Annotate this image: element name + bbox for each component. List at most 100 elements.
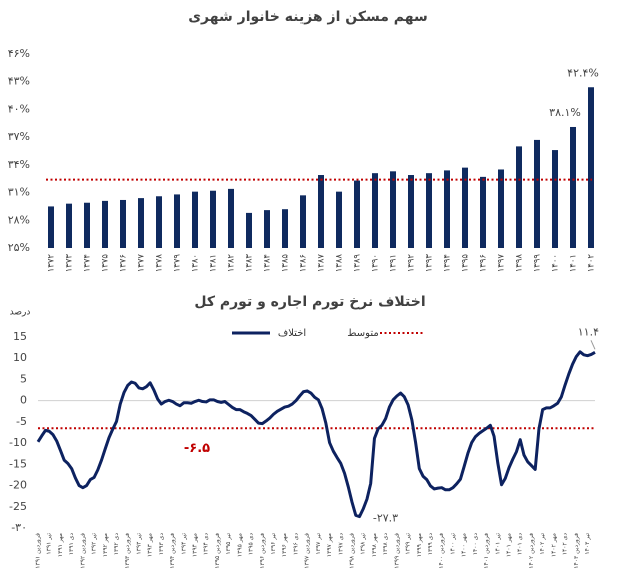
bar <box>336 191 342 248</box>
x-tick-label: مهر ۱۳۹۸ <box>371 533 378 557</box>
bar <box>282 209 288 248</box>
bar <box>138 198 144 248</box>
x-tick-label: دی ۱۳۹۹ <box>427 533 434 555</box>
y-tick-label: -10 <box>9 436 27 449</box>
x-tick-label: ۱۳۷۴ <box>83 254 93 272</box>
y-tick-label: 15 <box>13 330 27 343</box>
x-tick-label: تیر ۱۴۰۰ <box>449 533 456 555</box>
y-tick-label: -5 <box>16 415 27 428</box>
bar <box>516 146 522 248</box>
x-tick-label: ۱۳۸۷ <box>317 254 327 273</box>
x-tick-label: دی ۱۳۹۷ <box>337 533 344 555</box>
bar <box>354 180 360 248</box>
x-tick-label: فروردین ۱۳۹۱ <box>35 533 42 569</box>
bar <box>444 170 450 248</box>
bar <box>210 190 216 248</box>
x-tick-label: دی ۱۳۹۲ <box>113 533 120 555</box>
y-tick-label: ۳۱% <box>8 186 30 199</box>
x-tick-label: تیر ۱۳۹۷ <box>315 533 322 555</box>
legend-average-text: متوسط <box>347 328 378 339</box>
x-tick-label: ۱۳۹۵ <box>461 254 471 273</box>
x-tick-label: مهر ۱۳۹۴ <box>192 533 199 557</box>
x-tick-label: ۱۳۸۴ <box>263 254 273 272</box>
bar <box>426 173 432 248</box>
x-tick-label: مهر ۱۳۹۲ <box>102 533 109 557</box>
x-tick-label: مهر ۱۴۰۲ <box>550 533 557 557</box>
bar <box>408 175 414 248</box>
x-tick-label: دی ۱۳۹۵ <box>248 533 255 555</box>
x-tick-label: تیر ۱۳۹۹ <box>405 533 412 555</box>
x-tick-label: ۱۳۷۹ <box>173 254 183 273</box>
bar <box>264 210 270 248</box>
x-tick-label: ۱۳۸۹ <box>353 254 363 273</box>
data-label: -۲۷.۳ <box>373 512 398 525</box>
y-tick-label: ۲۸% <box>8 213 30 226</box>
y-tick-label: -15 <box>9 457 27 470</box>
x-tick-label: فروردین ۱۳۹۶ <box>259 533 266 569</box>
x-tick-label: مهر ۱۳۹۳ <box>147 533 154 557</box>
y-tick-label: ۳۷% <box>8 130 30 143</box>
y-tick-label: -20 <box>9 479 27 492</box>
x-tick-label: ۱۳۹۹ <box>533 254 543 273</box>
x-tick-label: ۱۳۸۳ <box>245 254 255 273</box>
data-label: ۳۸.۱% <box>549 106 581 119</box>
series-line <box>36 350 596 519</box>
chart-title: سهم مسکن از هزینه خانوار شهری <box>188 9 428 25</box>
x-tick-label: ۱۳۹۴ <box>443 254 453 272</box>
y-tick-label: ۴۶% <box>8 47 30 60</box>
x-tick-label: مهر ۱۴۰۱ <box>506 533 513 557</box>
chart-title: اختلاف نرخ تورم اجاره و تورم کل <box>194 294 425 310</box>
x-tick-label: تیر ۱۳۹۴ <box>180 533 187 555</box>
x-tick-label: فروردین ۱۴۰۳ <box>573 533 580 569</box>
bar <box>228 188 234 248</box>
x-tick-label: ۱۳۸۵ <box>281 254 291 273</box>
x-tick-label: فروردین ۱۴۰۲ <box>528 533 535 569</box>
x-tick-label: دی ۱۳۹۴ <box>203 533 210 555</box>
x-tick-label: فروردین ۱۴۰۰ <box>438 533 445 569</box>
x-tick-label: تیر ۱۳۹۲ <box>91 533 98 555</box>
x-tick-label: فروردین ۱۳۹۸ <box>349 533 356 569</box>
x-tick-label: ۱۳۹۱ <box>389 254 399 272</box>
bar <box>390 171 396 248</box>
bar <box>102 200 108 248</box>
legend-series-text: اختلاف <box>278 328 306 339</box>
x-tick-label: مهر ۱۳۹۷ <box>326 533 333 557</box>
x-tick-label: تیر ۱۳۹۵ <box>225 533 232 555</box>
x-tick-label: دی ۱۴۰۱ <box>517 533 524 555</box>
x-tick-label: ۱۳۸۶ <box>299 254 309 272</box>
x-tick-label: تیر ۱۳۹۸ <box>360 533 367 555</box>
bar <box>498 169 504 248</box>
label-leader <box>590 340 596 350</box>
x-tick-label: مهر ۱۳۹۶ <box>281 533 288 557</box>
x-tick-label: مهر ۱۳۹۱ <box>57 533 64 557</box>
y-tick-label: 5 <box>20 372 27 385</box>
x-tick-label: دی ۱۴۰۰ <box>472 533 479 555</box>
data-label: ۴۲.۴% <box>567 66 599 79</box>
y-tick-label: ۳۴% <box>8 158 30 171</box>
x-tick-label: ۱۳۷۷ <box>137 254 147 273</box>
y-tick-label: 10 <box>13 351 27 364</box>
bar <box>84 202 90 248</box>
data-label: ۱۱.۴ <box>578 325 599 338</box>
bar <box>462 167 468 248</box>
x-tick-label: فروردین ۱۳۹۲ <box>79 533 86 569</box>
x-tick-label: ۱۳۸۰ <box>191 254 201 272</box>
x-tick-label: تیر ۱۳۹۱ <box>46 533 53 555</box>
x-tick-label: دی ۱۳۹۱ <box>68 533 75 555</box>
bar <box>552 150 558 248</box>
x-tick-label: تیر ۱۴۰۲ <box>539 533 546 555</box>
x-tick-label: ۱۳۹۸ <box>515 254 525 273</box>
bar <box>588 87 594 248</box>
y-tick-label: ۴۰% <box>8 102 30 115</box>
x-tick-label: تیر ۱۴۰۱ <box>494 533 501 555</box>
x-tick-label: دی ۱۳۹۸ <box>382 533 389 555</box>
x-tick-label: تیر ۱۳۹۳ <box>135 533 142 555</box>
bar <box>48 206 54 248</box>
x-tick-label: ۱۴۰۱ <box>569 254 579 272</box>
x-tick-label: ۱۳۷۳ <box>65 254 75 273</box>
bar <box>156 196 162 248</box>
average-label: -۶.۵ <box>184 441 210 456</box>
x-tick-label: ۱۳۷۸ <box>155 254 165 273</box>
